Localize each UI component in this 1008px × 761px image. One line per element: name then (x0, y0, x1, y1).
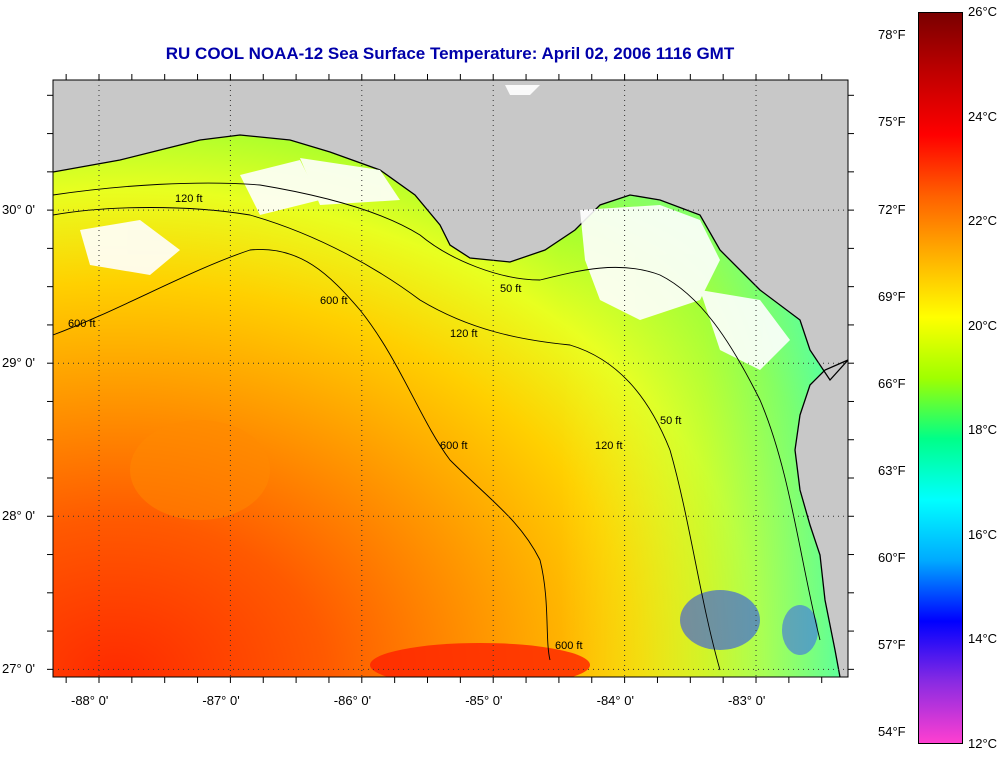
chart-title: RU COOL NOAA-12 Sea Surface Temperature:… (165, 44, 735, 63)
coastline-florida (794, 359, 848, 677)
celsius-label: 18°C (968, 422, 998, 438)
contour-label: 600 ft (555, 640, 583, 652)
fahrenheit-label: 69°F (878, 288, 906, 304)
celsius-label: 26°C (968, 4, 998, 19)
cold-patch-2 (782, 605, 818, 655)
lon-tick-label: -87° 0' (202, 693, 240, 708)
fahrenheit-label: 54°F (878, 724, 906, 740)
fahrenheit-label: 60°F (878, 550, 906, 566)
contour-label: 600 ft (68, 318, 96, 330)
lat-tick-label: 29° 0' (2, 355, 35, 371)
celsius-label: 22°C (968, 213, 998, 229)
contour-label: 120 ft (450, 328, 478, 340)
land-florida (795, 360, 848, 677)
cold-patch (680, 590, 760, 650)
colorbar (918, 12, 963, 744)
contour-600ft (53, 249, 551, 661)
warm-patch-south (370, 643, 590, 677)
lat-tick-label: 28° 0' (2, 508, 35, 524)
contour-50ft (53, 182, 821, 641)
fahrenheit-label: 57°F (878, 637, 906, 653)
celsius-label: 20°C (968, 317, 998, 333)
contour-label: 50 ft (500, 283, 522, 295)
plot-frame (52, 79, 849, 678)
axis-ticks (47, 74, 854, 683)
lat-tick-label: 30° 0' (2, 202, 35, 218)
contour-label: 120 ft (595, 440, 623, 452)
contour-label: 600 ft (320, 295, 348, 307)
celsius-label: 14°C (968, 631, 998, 647)
celsius-label: 24°C (968, 108, 998, 124)
land-north (53, 80, 848, 380)
lat-tick-label: 27° 0' (2, 661, 35, 677)
fahrenheit-label: 63°F (878, 462, 906, 478)
contour-label: 120 ft (175, 193, 203, 205)
fahrenheit-label: 66°F (878, 375, 906, 391)
fahrenheit-label: 78°F (878, 27, 906, 43)
bathymetry-contours (53, 182, 821, 671)
lon-tick-label: -88° 0' (70, 693, 109, 708)
lon-tick-label: -86° 0' (333, 693, 372, 708)
fahrenheit-label: 72°F (878, 201, 906, 217)
lon-tick-label: -83° 0' (728, 693, 766, 708)
celsius-label: 16°C (968, 526, 998, 542)
contour-120ft (53, 207, 721, 671)
lon-tick-label: -85° 0' (465, 693, 503, 708)
coastline-north (53, 134, 848, 382)
contour-label: 600 ft (440, 440, 468, 452)
celsius-label: 12°C (968, 736, 998, 751)
contour-label: 50 ft (660, 415, 682, 427)
fahrenheit-label: 75°F (878, 114, 906, 130)
lon-tick-label: -84° 0' (596, 693, 634, 708)
eddy-feature (130, 420, 270, 520)
